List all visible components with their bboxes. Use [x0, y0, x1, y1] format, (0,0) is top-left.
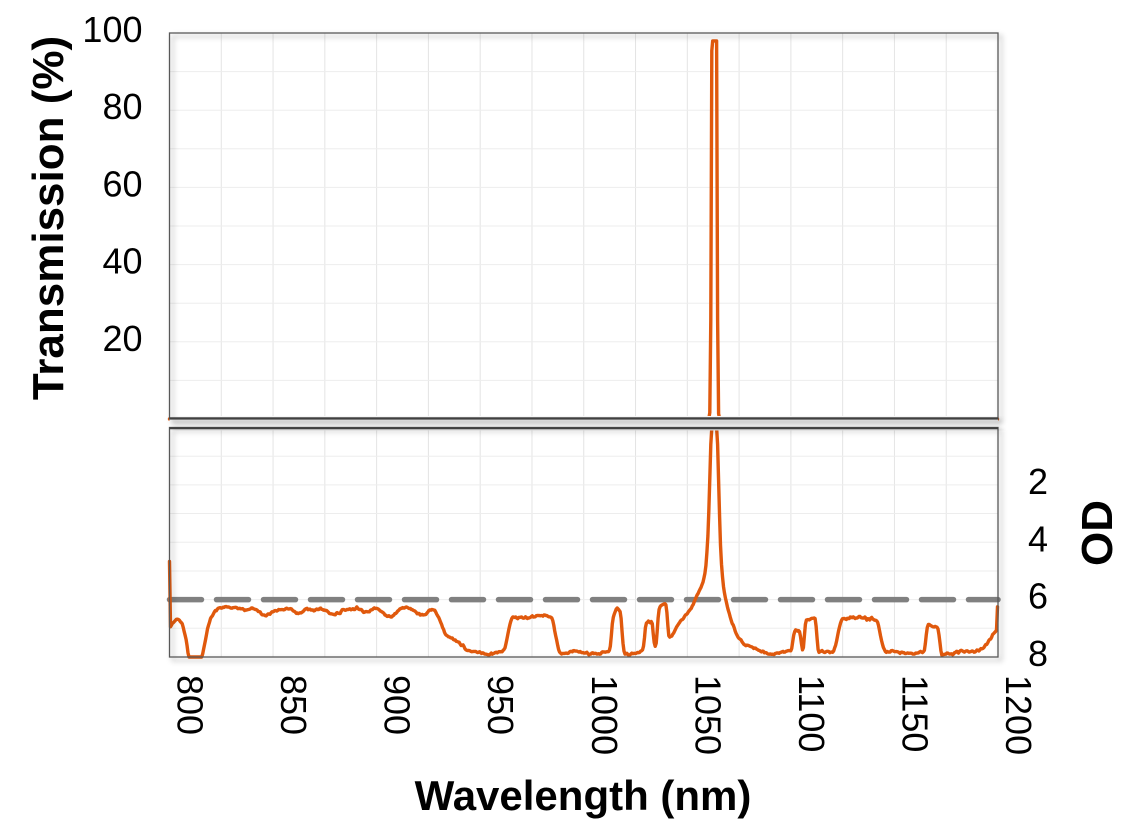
svg-text:60: 60: [102, 163, 142, 204]
svg-text:Wavelength (nm): Wavelength (nm): [415, 772, 752, 819]
svg-text:1050: 1050: [687, 675, 728, 755]
svg-text:2: 2: [1028, 461, 1048, 502]
svg-text:850: 850: [273, 675, 314, 735]
svg-text:1000: 1000: [584, 675, 625, 755]
svg-text:Transmission (%): Transmission (%): [24, 36, 73, 400]
svg-text:1200: 1200: [998, 675, 1039, 755]
svg-text:1150: 1150: [894, 675, 935, 752]
svg-text:20: 20: [102, 318, 142, 359]
svg-text:40: 40: [102, 241, 142, 282]
svg-text:8: 8: [1028, 633, 1048, 674]
svg-text:4: 4: [1028, 518, 1048, 559]
svg-text:80: 80: [102, 86, 142, 127]
svg-text:1100: 1100: [791, 675, 832, 752]
svg-text:100: 100: [82, 9, 142, 50]
svg-text:6: 6: [1028, 576, 1048, 617]
svg-text:900: 900: [377, 675, 418, 735]
svg-text:800: 800: [170, 675, 211, 735]
svg-text:950: 950: [480, 675, 521, 735]
svg-text:OD: OD: [1073, 500, 1122, 566]
